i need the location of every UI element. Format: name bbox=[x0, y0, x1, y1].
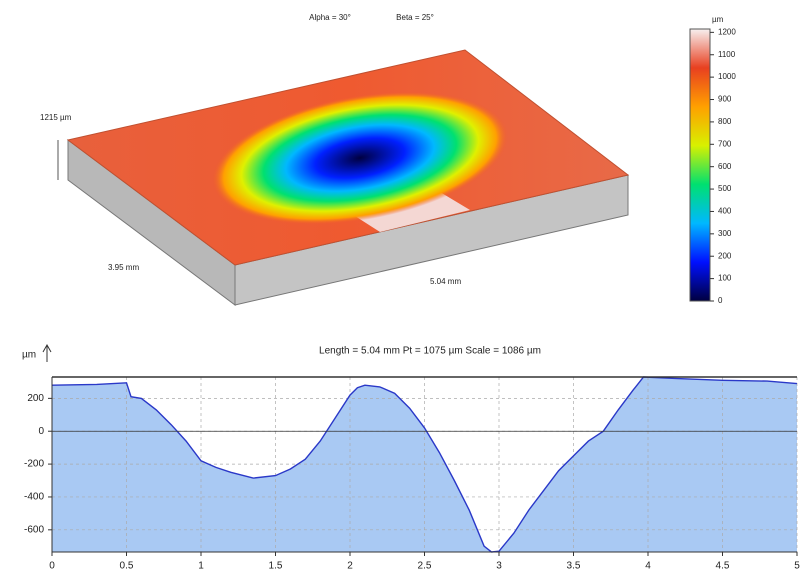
colorbar-tick-label: 300 bbox=[718, 229, 732, 238]
x-tick-label: 3 bbox=[496, 561, 502, 572]
y-tick-label: -600 bbox=[24, 524, 44, 535]
colorbar-label: µm bbox=[712, 15, 724, 24]
annotation: Alpha = 30° bbox=[309, 13, 351, 22]
colorbar-tick-label: 200 bbox=[718, 251, 732, 260]
axis-arrow bbox=[43, 345, 51, 362]
x-tick-label: 2.5 bbox=[418, 561, 432, 572]
x-tick-label: 0.5 bbox=[120, 561, 134, 572]
colorbar-tick-label: 1000 bbox=[718, 72, 736, 81]
colorbar-tick-label: 1200 bbox=[718, 27, 736, 36]
x-tick-label: 1 bbox=[198, 561, 204, 572]
y-tick-label: -200 bbox=[24, 459, 44, 470]
colorbar-tick-label: 700 bbox=[718, 139, 732, 148]
annotation: Beta = 25° bbox=[396, 13, 434, 22]
colorbar-tick-label: 0 bbox=[718, 296, 723, 305]
x-tick-label: 1.5 bbox=[269, 561, 283, 572]
colorbar-tick-label: 800 bbox=[718, 117, 732, 126]
x-tick-label: 5 bbox=[794, 561, 800, 572]
x-tick-label: 4 bbox=[645, 561, 651, 572]
y-axis-label: µm bbox=[22, 350, 36, 361]
x-tick-label: 0 bbox=[49, 561, 55, 572]
colorbar-tick-label: 400 bbox=[718, 207, 732, 216]
colorbar-tick-label: 900 bbox=[718, 95, 732, 104]
y-tick-label: 200 bbox=[27, 393, 44, 404]
x-tick-label: 4.5 bbox=[716, 561, 730, 572]
colorbar-tick-label: 1100 bbox=[718, 50, 736, 59]
colorbar-tick-label: 100 bbox=[718, 274, 732, 283]
colorbar-tick-label: 500 bbox=[718, 184, 732, 193]
x-label: 5.04 mm bbox=[430, 277, 461, 286]
x-tick-label: 3.5 bbox=[567, 561, 581, 572]
surface-3d bbox=[58, 50, 628, 305]
profile-title: Length = 5.04 mm Pt = 1075 µm Scale = 10… bbox=[319, 346, 541, 357]
y-tick-label: -400 bbox=[24, 492, 44, 503]
y-label: 3.95 mm bbox=[108, 263, 139, 272]
chart: Alpha = 30° Beta = 25° 1215 µm 3.95 mm 5… bbox=[0, 0, 808, 573]
x-tick-label: 2 bbox=[347, 561, 353, 572]
y-tick-label: 0 bbox=[38, 426, 44, 437]
colorbar-tick-label: 600 bbox=[718, 162, 732, 171]
z-label: 1215 µm bbox=[40, 113, 72, 122]
colorbar bbox=[690, 29, 710, 301]
